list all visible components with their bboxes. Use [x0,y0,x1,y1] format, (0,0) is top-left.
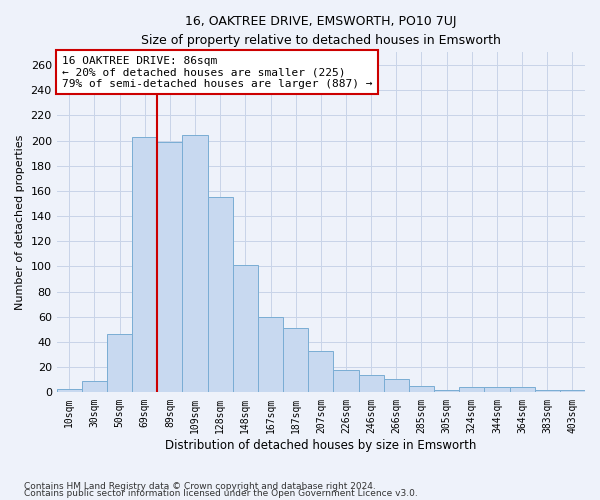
Title: 16, OAKTREE DRIVE, EMSWORTH, PO10 7UJ
Size of property relative to detached hous: 16, OAKTREE DRIVE, EMSWORTH, PO10 7UJ Si… [141,15,501,47]
Bar [409,386,434,392]
Bar [384,378,409,392]
Text: Contains public sector information licensed under the Open Government Licence v3: Contains public sector information licen… [24,489,418,498]
Bar [560,390,585,392]
Bar [283,328,308,392]
Bar [334,370,359,392]
Bar [208,197,233,392]
Bar [459,388,484,392]
Bar [484,388,509,392]
Bar [308,351,334,393]
Text: 16 OAKTREE DRIVE: 86sqm
← 20% of detached houses are smaller (225)
79% of semi-d: 16 OAKTREE DRIVE: 86sqm ← 20% of detache… [62,56,373,89]
Y-axis label: Number of detached properties: Number of detached properties [15,134,25,310]
Bar [509,388,535,392]
Bar [434,390,459,392]
X-axis label: Distribution of detached houses by size in Emsworth: Distribution of detached houses by size … [165,440,476,452]
Bar [233,265,258,392]
Bar [258,317,283,392]
Bar [182,136,208,392]
Bar [132,136,157,392]
Bar [107,334,132,392]
Text: Contains HM Land Registry data © Crown copyright and database right 2024.: Contains HM Land Registry data © Crown c… [24,482,376,491]
Bar [82,381,107,392]
Bar [359,375,384,392]
Bar [56,388,82,392]
Bar [157,142,182,393]
Bar [535,390,560,392]
